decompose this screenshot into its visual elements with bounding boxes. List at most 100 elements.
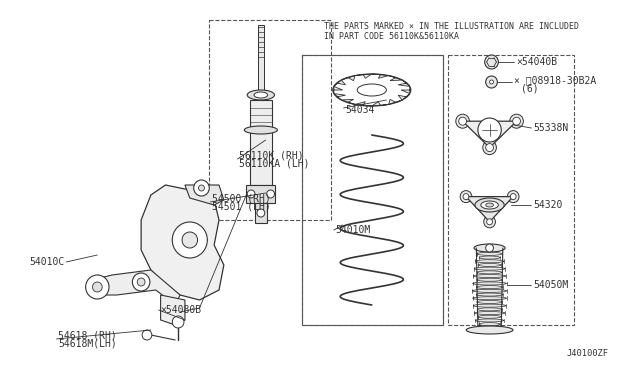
Bar (301, 55, 443, 325)
Circle shape (459, 117, 467, 125)
Polygon shape (334, 94, 346, 100)
Ellipse shape (479, 323, 500, 326)
Ellipse shape (475, 198, 504, 212)
Ellipse shape (254, 92, 268, 98)
Ellipse shape (478, 315, 501, 318)
Circle shape (486, 219, 493, 225)
Ellipse shape (476, 260, 504, 263)
Polygon shape (341, 76, 355, 81)
Ellipse shape (357, 84, 387, 96)
Circle shape (92, 282, 102, 292)
Circle shape (484, 55, 499, 69)
Circle shape (508, 190, 519, 203)
Ellipse shape (477, 252, 502, 255)
Polygon shape (185, 185, 224, 205)
Ellipse shape (474, 267, 505, 270)
Polygon shape (398, 80, 410, 86)
Circle shape (486, 76, 497, 88)
Ellipse shape (473, 275, 506, 278)
Polygon shape (92, 270, 180, 305)
Ellipse shape (244, 126, 277, 134)
Circle shape (182, 232, 198, 248)
Circle shape (86, 275, 109, 299)
Text: 54050M: 54050M (533, 280, 568, 290)
Ellipse shape (477, 308, 502, 311)
Circle shape (267, 190, 275, 198)
Circle shape (513, 117, 520, 125)
Ellipse shape (479, 256, 500, 259)
Polygon shape (372, 74, 388, 78)
Circle shape (478, 118, 501, 142)
Text: × ⓝ08918-30B2A: × ⓝ08918-30B2A (514, 75, 596, 85)
Ellipse shape (472, 289, 507, 292)
Polygon shape (401, 86, 411, 94)
Circle shape (483, 141, 497, 155)
Circle shape (490, 80, 493, 84)
Ellipse shape (481, 201, 499, 209)
Text: 54034: 54034 (346, 105, 375, 115)
Circle shape (510, 193, 516, 200)
Text: ×54040B: ×54040B (516, 57, 557, 67)
Text: 54618 (RH): 54618 (RH) (58, 330, 117, 340)
Bar (448, 55, 574, 325)
Ellipse shape (473, 297, 506, 300)
Polygon shape (333, 86, 342, 94)
Circle shape (486, 244, 493, 252)
Polygon shape (466, 196, 513, 222)
Circle shape (463, 193, 469, 200)
Text: ×54080B: ×54080B (161, 305, 202, 315)
Circle shape (484, 216, 495, 228)
Polygon shape (372, 102, 388, 106)
Circle shape (456, 114, 469, 128)
Polygon shape (355, 102, 372, 106)
Polygon shape (463, 121, 516, 148)
Circle shape (142, 330, 152, 340)
Text: J40100ZF: J40100ZF (566, 349, 609, 358)
Text: 54618M(LH): 54618M(LH) (58, 338, 117, 348)
Polygon shape (141, 185, 224, 300)
Ellipse shape (476, 293, 503, 296)
Circle shape (172, 316, 184, 328)
Circle shape (247, 190, 255, 198)
Text: 54320: 54320 (533, 200, 563, 210)
Text: 54500 (RH): 54500 (RH) (212, 193, 271, 203)
Ellipse shape (477, 301, 502, 304)
Bar (301, 55, 443, 325)
Bar (209, 20, 331, 220)
Ellipse shape (247, 90, 275, 100)
Circle shape (257, 209, 265, 217)
Ellipse shape (486, 203, 493, 207)
Circle shape (460, 190, 472, 203)
Circle shape (509, 114, 524, 128)
Circle shape (172, 222, 207, 258)
Circle shape (132, 273, 150, 291)
Text: 55338N: 55338N (533, 123, 568, 133)
Text: THE PARTS MARKED × IN THE ILLUSTRATION ARE INCLUDED
IN PART CODE 56110K&56110KA: THE PARTS MARKED × IN THE ILLUSTRATION A… (324, 22, 579, 41)
Ellipse shape (476, 319, 504, 322)
Bar (255, 203, 267, 223)
Circle shape (194, 180, 209, 196)
Ellipse shape (466, 326, 513, 334)
Polygon shape (341, 99, 355, 105)
Ellipse shape (478, 263, 501, 266)
Text: 54010M: 54010M (336, 225, 371, 235)
Text: (6): (6) (521, 83, 538, 93)
Ellipse shape (474, 244, 505, 252)
Polygon shape (161, 295, 185, 325)
Polygon shape (398, 94, 410, 100)
Polygon shape (355, 74, 372, 78)
Circle shape (486, 144, 493, 152)
Bar (246, 185, 275, 203)
Bar (250, 100, 271, 185)
Text: 54010C: 54010C (29, 257, 65, 267)
Polygon shape (334, 80, 346, 86)
Polygon shape (388, 76, 403, 81)
Bar (258, 25, 264, 95)
Ellipse shape (473, 304, 506, 307)
Ellipse shape (477, 271, 502, 274)
Ellipse shape (477, 278, 502, 281)
Ellipse shape (473, 282, 506, 285)
Polygon shape (388, 99, 403, 105)
Circle shape (198, 185, 204, 191)
Text: 56110K (RH): 56110K (RH) (239, 150, 304, 160)
